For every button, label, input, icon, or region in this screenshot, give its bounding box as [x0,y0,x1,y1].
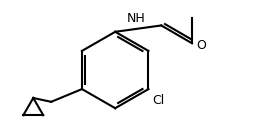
Text: NH: NH [126,12,145,25]
Text: O: O [196,39,206,52]
Text: Cl: Cl [152,94,165,107]
